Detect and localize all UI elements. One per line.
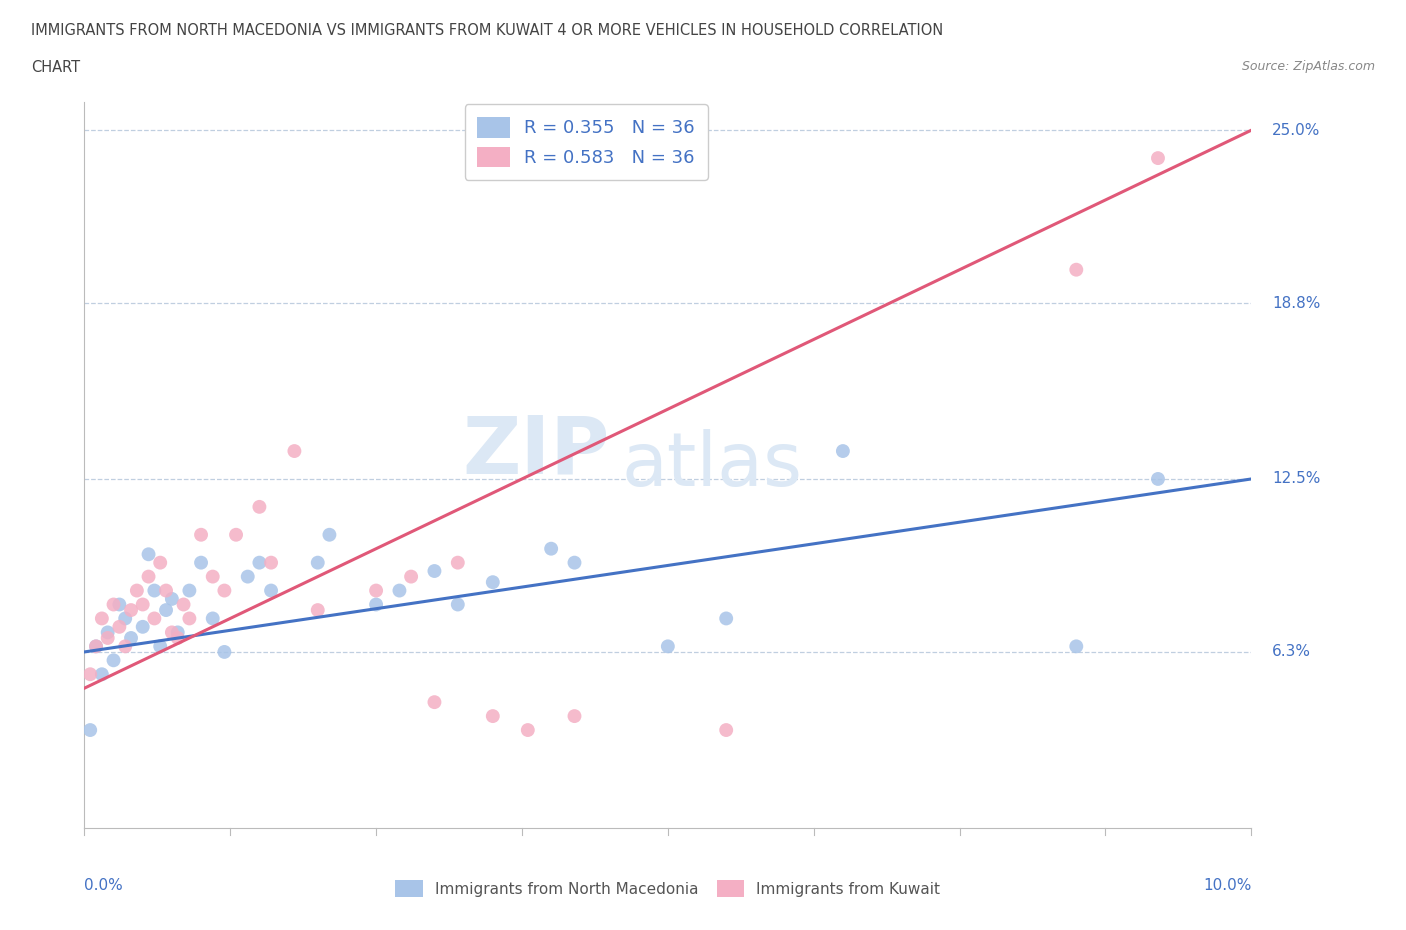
Text: 12.5%: 12.5% xyxy=(1272,472,1320,486)
Point xyxy=(143,611,166,626)
Point xyxy=(225,527,247,542)
Point xyxy=(79,667,101,682)
Point xyxy=(97,625,120,640)
Point xyxy=(318,527,340,542)
Point xyxy=(260,583,283,598)
Point xyxy=(366,597,388,612)
Point xyxy=(1147,151,1170,166)
Legend: Immigrants from North Macedonia, Immigrants from Kuwait: Immigrants from North Macedonia, Immigra… xyxy=(389,873,946,903)
Point xyxy=(657,639,679,654)
Point xyxy=(97,631,120,645)
Point xyxy=(160,591,183,606)
Point xyxy=(90,667,112,682)
Point xyxy=(132,619,155,634)
Point xyxy=(190,527,212,542)
Point xyxy=(149,555,172,570)
Point xyxy=(214,583,236,598)
Point xyxy=(832,444,855,458)
Point xyxy=(716,611,738,626)
Point xyxy=(447,555,470,570)
Point xyxy=(190,555,212,570)
Text: atlas: atlas xyxy=(621,429,803,501)
Point xyxy=(108,619,131,634)
Point xyxy=(1147,472,1170,486)
Point xyxy=(103,653,125,668)
Text: Source: ZipAtlas.com: Source: ZipAtlas.com xyxy=(1241,60,1375,73)
Point xyxy=(149,639,172,654)
Point xyxy=(114,639,136,654)
Point xyxy=(155,583,177,598)
Point xyxy=(516,723,538,737)
Text: IMMIGRANTS FROM NORTH MACEDONIA VS IMMIGRANTS FROM KUWAIT 4 OR MORE VEHICLES IN : IMMIGRANTS FROM NORTH MACEDONIA VS IMMIG… xyxy=(31,23,943,38)
Text: CHART: CHART xyxy=(31,60,80,75)
Point xyxy=(260,555,283,570)
Point xyxy=(179,611,201,626)
Point xyxy=(138,569,160,584)
Point xyxy=(179,583,201,598)
Point xyxy=(90,611,112,626)
Point xyxy=(423,564,446,578)
Point xyxy=(481,709,505,724)
Point xyxy=(1066,639,1088,654)
Point xyxy=(447,597,470,612)
Point xyxy=(166,625,188,640)
Point xyxy=(138,547,160,562)
Point xyxy=(366,583,388,598)
Point xyxy=(564,709,586,724)
Text: 10.0%: 10.0% xyxy=(1204,878,1251,893)
Point xyxy=(155,603,177,618)
Point xyxy=(283,444,305,458)
Text: 0.0%: 0.0% xyxy=(84,878,124,893)
Point xyxy=(214,644,236,659)
Point xyxy=(120,603,142,618)
Point xyxy=(201,611,224,626)
Point xyxy=(399,569,422,584)
Point xyxy=(388,583,411,598)
Point xyxy=(173,597,195,612)
Text: 18.8%: 18.8% xyxy=(1272,296,1320,311)
Text: 6.3%: 6.3% xyxy=(1272,644,1312,659)
Point xyxy=(481,575,505,590)
Point xyxy=(114,611,136,626)
Point xyxy=(84,639,107,654)
Point xyxy=(540,541,562,556)
Point xyxy=(249,499,271,514)
Point xyxy=(166,631,188,645)
Point xyxy=(103,597,125,612)
Point xyxy=(79,723,101,737)
Point xyxy=(307,603,329,618)
Point xyxy=(716,723,738,737)
Point xyxy=(160,625,183,640)
Point xyxy=(132,597,155,612)
Point xyxy=(1066,262,1088,277)
Point xyxy=(249,555,271,570)
Point xyxy=(143,583,166,598)
Point xyxy=(307,555,329,570)
Text: ZIP: ZIP xyxy=(463,412,610,490)
Point xyxy=(108,597,131,612)
Point xyxy=(423,695,446,710)
Point xyxy=(201,569,224,584)
Text: 25.0%: 25.0% xyxy=(1272,123,1320,138)
Point xyxy=(564,555,586,570)
Point xyxy=(125,583,148,598)
Point xyxy=(120,631,142,645)
Point xyxy=(84,639,107,654)
Point xyxy=(236,569,259,584)
